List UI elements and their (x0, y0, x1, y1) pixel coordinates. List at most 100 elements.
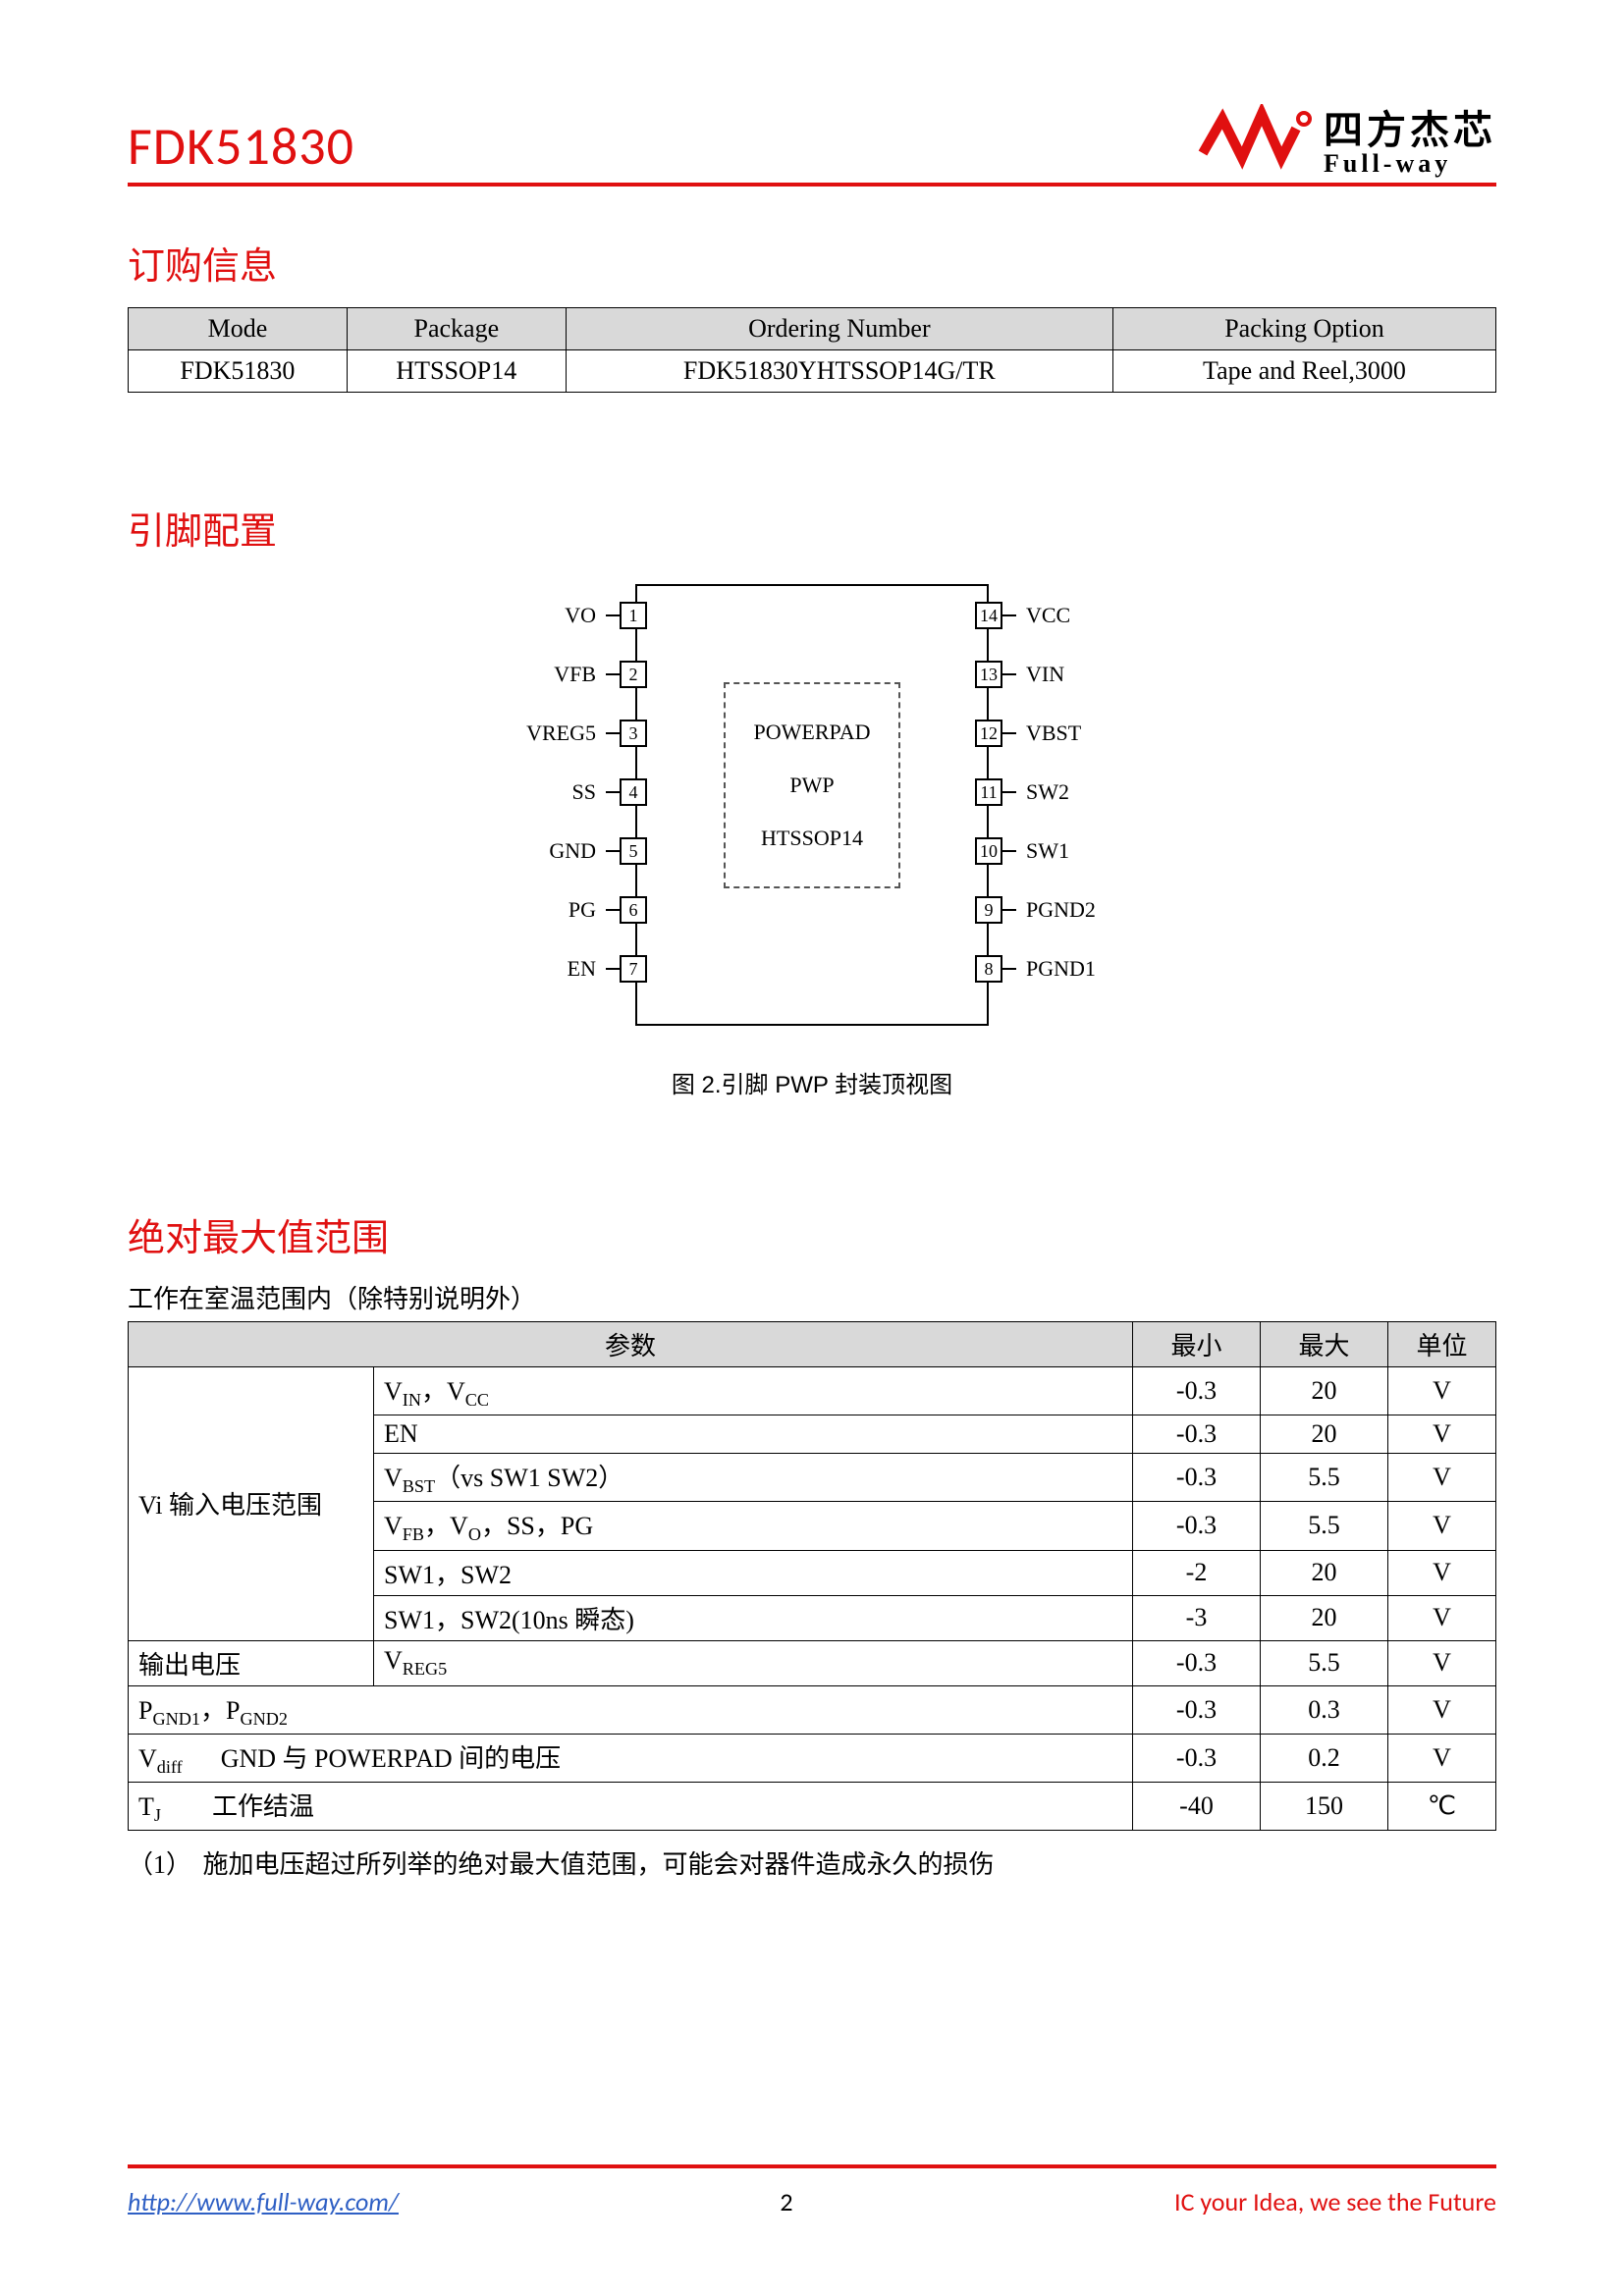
order-td: FDK51830 (129, 350, 348, 393)
pin-num-box: 9 (975, 896, 1002, 924)
pin-num-box: 4 (620, 778, 647, 806)
footnote-text: 施加电压超过所列举的绝对最大值范围，可能会对器件造成永久的损伤 (203, 1850, 995, 1879)
pin-num-box: 7 (620, 955, 647, 983)
abs-min: -0.3 (1133, 1415, 1261, 1454)
abs-max: 20 (1261, 1595, 1388, 1640)
abs-param: VFB，VO，SS，PG (374, 1502, 1133, 1550)
pin-label: VFB (517, 662, 596, 687)
page-number: 2 (780, 2186, 792, 2217)
abs-unit: V (1388, 1502, 1496, 1550)
abs-max: 20 (1261, 1367, 1388, 1415)
pin-right: 14 VCC (975, 602, 1105, 629)
section-title-ordering: 订购信息 (128, 236, 1496, 290)
company-logo: 四方杰芯 Full-way (1198, 98, 1496, 179)
pin-right: 13VIN (975, 661, 1105, 688)
abs-param: EN (374, 1415, 1133, 1454)
pin-right: 11 SW2 (975, 778, 1105, 806)
footer-divider (128, 2164, 1496, 2168)
abs-min: -0.3 (1133, 1367, 1261, 1415)
pin-label: SS (517, 779, 596, 805)
abs-unit: V (1388, 1595, 1496, 1640)
pin-num-box: 8 (975, 955, 1002, 983)
pin-label: GND (517, 838, 596, 864)
order-th-packing: Packing Option (1112, 308, 1495, 350)
page-footer: http://www.full-way.com/ 2 IC your Idea,… (128, 2186, 1496, 2217)
abs-min: -0.3 (1133, 1454, 1261, 1502)
pin-num-box: 3 (620, 720, 647, 747)
abs-param: Vdiff GND 与 POWERPAD 间的电压 (129, 1734, 1133, 1782)
abs-unit: V (1388, 1367, 1496, 1415)
logo-text-cn: 四方杰芯 (1324, 98, 1496, 155)
part-number: FDK51830 (128, 114, 354, 179)
order-td: HTSSOP14 (347, 350, 566, 393)
abs-th-min: 最小 (1133, 1322, 1261, 1367)
order-th-number: Ordering Number (566, 308, 1112, 350)
abs-param: SW1，SW2(10ns 瞬态) (374, 1595, 1133, 1640)
pin-num-box: 10 (975, 837, 1002, 865)
powerpad-line: POWERPAD (754, 720, 871, 745)
pin-label: PGND1 (1026, 956, 1105, 982)
pin-label: VREG5 (517, 721, 596, 746)
footer-slogan: IC your Idea, we see the Future (1174, 2186, 1496, 2217)
ordering-table: Mode Package Ordering Number Packing Opt… (128, 307, 1496, 393)
pin-label: VO (517, 603, 596, 628)
pin-num-box: 2 (620, 661, 647, 688)
pin-num-box: 11 (975, 778, 1002, 806)
abs-param: PGND1，PGND2 (129, 1685, 1133, 1734)
powerpad-box: POWERPAD PWP HTSSOP14 (724, 682, 900, 888)
pin-num-box: 5 (620, 837, 647, 865)
pin-label: PGND2 (1026, 897, 1105, 923)
pin-right: 10SW1 (975, 837, 1105, 865)
pin-right: 12VBST (975, 720, 1105, 747)
abs-param: SW1，SW2 (374, 1550, 1133, 1595)
abs-th-param: 参数 (129, 1322, 1133, 1367)
powerpad-line: HTSSOP14 (761, 826, 863, 851)
absmax-footnote: （1） 施加电压超过所列举的绝对最大值范围，可能会对器件造成永久的损伤 (128, 1844, 1496, 1881)
order-td: FDK51830YHTSSOP14G/TR (566, 350, 1112, 393)
abs-th-unit: 单位 (1388, 1322, 1496, 1367)
abs-max: 5.5 (1261, 1454, 1388, 1502)
abs-cat: 输出电压 (129, 1640, 374, 1685)
abs-min: -0.3 (1133, 1502, 1261, 1550)
logo-wave-icon (1198, 104, 1316, 173)
abs-th-max: 最大 (1261, 1322, 1388, 1367)
order-th-package: Package (347, 308, 566, 350)
pin-left: PG 6 (517, 896, 647, 924)
pinout-figure: POWERPAD PWP HTSSOP14 VO 1 VFB 2 VREG5 3 SS 4 GN… (128, 574, 1496, 1099)
pin-left: EN 7 (517, 955, 647, 983)
page-header: FDK51830 四方杰芯 Full-way (128, 98, 1496, 187)
footnote-num: （1） (128, 1844, 196, 1881)
pin-left: VFB 2 (517, 661, 647, 688)
pin-num-box: 13 (975, 661, 1002, 688)
pin-num-box: 14 (975, 602, 1002, 629)
pin-label: EN (517, 956, 596, 982)
pin-num-box: 6 (620, 896, 647, 924)
abs-param: VBST（vs SW1 SW2） (374, 1454, 1133, 1502)
abs-min: -3 (1133, 1595, 1261, 1640)
pin-left: VO 1 (517, 602, 647, 629)
section-title-pinout: 引脚配置 (128, 501, 1496, 555)
abs-cat: Vi 输入电压范围 (129, 1367, 374, 1641)
pin-num-box: 12 (975, 720, 1002, 747)
figure-caption: 图 2.引脚 PWP 封装顶视图 (672, 1065, 952, 1099)
abs-min: -2 (1133, 1550, 1261, 1595)
pin-right: 8 PGND1 (975, 955, 1105, 983)
order-td: Tape and Reel,3000 (1112, 350, 1495, 393)
absmax-table: 参数 最小 最大 单位 Vi 输入电压范围VIN，VCC-0.320VEN-0.… (128, 1321, 1496, 1831)
powerpad-line: PWP (789, 773, 834, 798)
footer-link[interactable]: http://www.full-way.com/ (128, 2186, 399, 2217)
abs-max: 20 (1261, 1415, 1388, 1454)
pin-left: VREG5 3 (517, 720, 647, 747)
pin-label: SW2 (1026, 779, 1105, 805)
pin-right: 9 PGND2 (975, 896, 1105, 924)
absmax-condition: 工作在室温范围内（除特别说明外） (128, 1279, 1496, 1315)
pin-label: VCC (1026, 603, 1105, 628)
pin-left: SS 4 (517, 778, 647, 806)
abs-unit: V (1388, 1415, 1496, 1454)
pin-num-box: 1 (620, 602, 647, 629)
abs-max: 20 (1261, 1550, 1388, 1595)
pin-label: PG (517, 897, 596, 923)
order-th-mode: Mode (129, 308, 348, 350)
abs-unit: V (1388, 1550, 1496, 1595)
abs-unit: V (1388, 1454, 1496, 1502)
